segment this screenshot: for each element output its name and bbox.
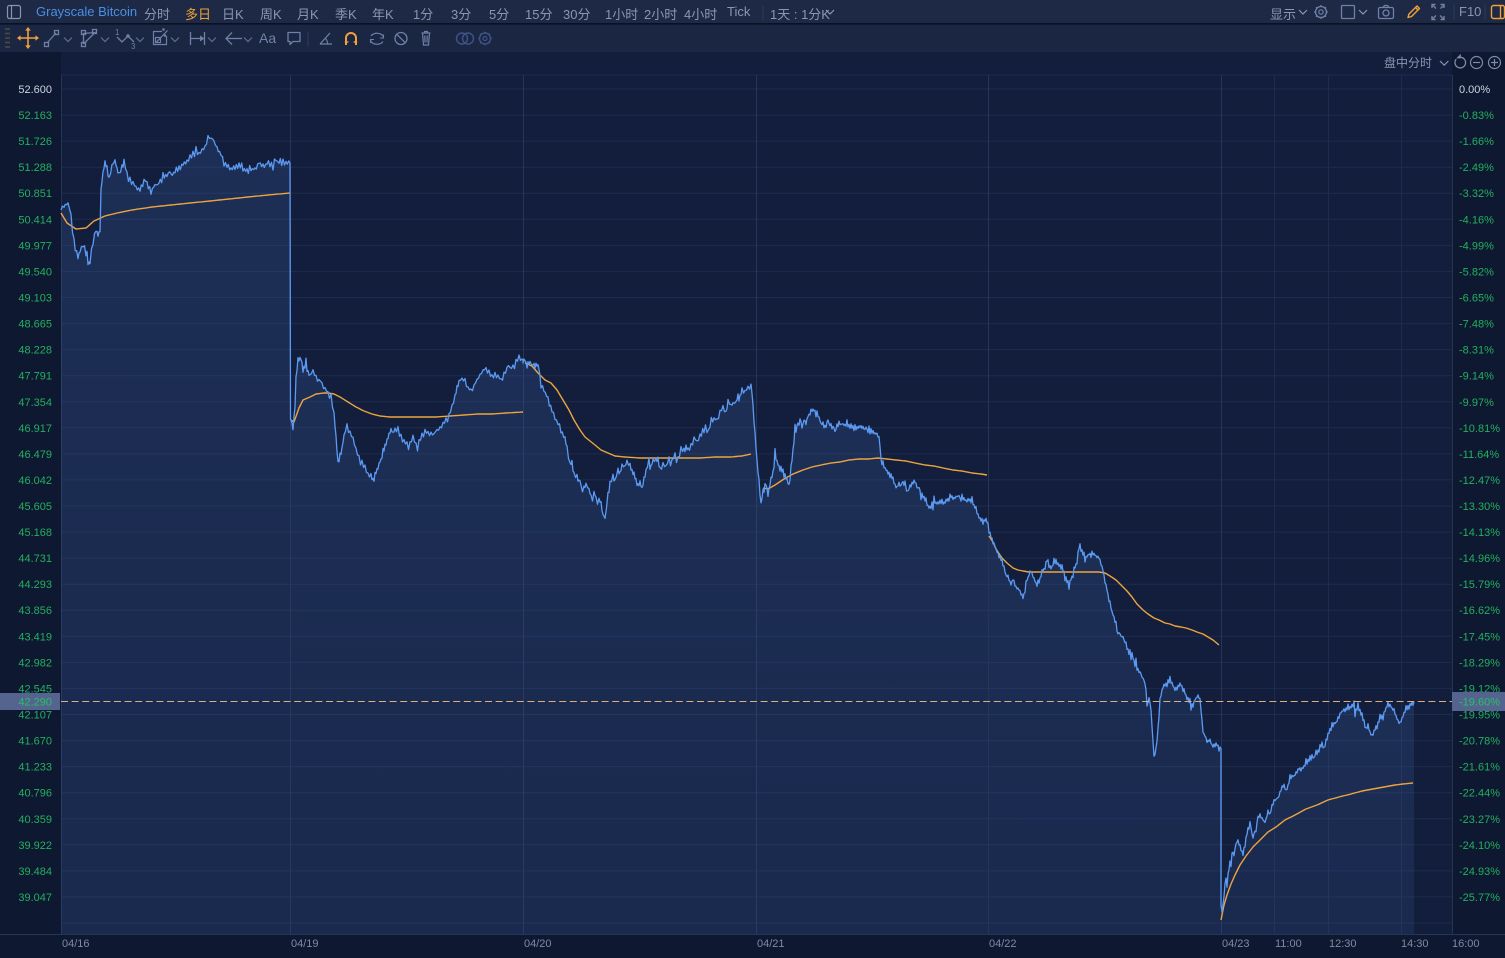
svg-text:49.103: 49.103 (18, 293, 52, 305)
svg-text:-4.16%: -4.16% (1459, 214, 1494, 226)
svg-text:-21.61%: -21.61% (1459, 762, 1500, 774)
svg-text:盘中分时: 盘中分时 (1384, 55, 1432, 70)
svg-text:52.600: 52.600 (18, 84, 52, 96)
svg-text:44.731: 44.731 (18, 553, 52, 565)
svg-text:-8.31%: -8.31% (1459, 345, 1494, 357)
svg-text:45.168: 45.168 (18, 527, 52, 539)
svg-text:49.977: 49.977 (18, 240, 52, 252)
svg-text:43.419: 43.419 (18, 631, 52, 643)
svg-text:-4.99%: -4.99% (1459, 240, 1494, 252)
svg-text:50.851: 50.851 (18, 188, 52, 200)
svg-text:04/20: 04/20 (524, 938, 552, 950)
svg-text:-0.83%: -0.83% (1459, 110, 1494, 122)
svg-text:43.856: 43.856 (18, 605, 52, 617)
svg-text:3: 3 (131, 42, 136, 51)
svg-text:-15.79%: -15.79% (1459, 579, 1500, 591)
svg-text:50.414: 50.414 (18, 214, 52, 226)
svg-text:39.922: 39.922 (18, 840, 52, 852)
svg-text:46.479: 46.479 (18, 449, 52, 461)
svg-text:04/21: 04/21 (757, 938, 785, 950)
svg-text:-14.13%: -14.13% (1459, 527, 1500, 539)
svg-text:-2.49%: -2.49% (1459, 162, 1494, 174)
svg-text:41.233: 41.233 (18, 762, 52, 774)
svg-text:51.288: 51.288 (18, 162, 52, 174)
svg-text:14:30: 14:30 (1401, 938, 1429, 950)
svg-text:42.107: 42.107 (18, 710, 52, 722)
svg-text:-9.14%: -9.14% (1459, 371, 1494, 383)
svg-text:46.917: 46.917 (18, 423, 52, 435)
svg-text:16:00: 16:00 (1452, 938, 1480, 950)
svg-text:-13.30%: -13.30% (1459, 501, 1500, 513)
svg-text:04/22: 04/22 (989, 938, 1017, 950)
svg-text:-7.48%: -7.48% (1459, 319, 1494, 331)
svg-text:-23.27%: -23.27% (1459, 814, 1500, 826)
svg-text:48.228: 48.228 (18, 345, 52, 357)
svg-text:-12.47%: -12.47% (1459, 475, 1500, 487)
svg-text:48.665: 48.665 (18, 319, 52, 331)
svg-text:-18.29%: -18.29% (1459, 657, 1500, 669)
svg-text:39.484: 39.484 (18, 866, 52, 878)
svg-text:04/19: 04/19 (291, 938, 319, 950)
svg-text:47.791: 47.791 (18, 371, 52, 383)
svg-text:-20.78%: -20.78% (1459, 736, 1500, 748)
svg-text:-11.64%: -11.64% (1459, 449, 1499, 461)
svg-text:42.545: 42.545 (18, 683, 52, 695)
svg-text:-14.96%: -14.96% (1459, 553, 1500, 565)
svg-text:-6.65%: -6.65% (1459, 293, 1494, 305)
svg-text:-10.81%: -10.81% (1459, 423, 1500, 435)
svg-text:40.359: 40.359 (18, 814, 52, 826)
svg-text:0.00%: 0.00% (1459, 84, 1490, 96)
svg-text:41.670: 41.670 (18, 736, 52, 748)
svg-text:52.163: 52.163 (18, 110, 52, 122)
svg-text:-25.77%: -25.77% (1459, 892, 1500, 904)
svg-text:40.796: 40.796 (18, 788, 52, 800)
svg-text:49.540: 49.540 (18, 266, 52, 278)
svg-text:1: 1 (115, 28, 120, 37)
svg-text:-19.60%: -19.60% (1459, 697, 1500, 709)
svg-text:-3.32%: -3.32% (1459, 188, 1494, 200)
svg-text:44.293: 44.293 (18, 579, 52, 591)
svg-text:12:30: 12:30 (1329, 938, 1357, 950)
svg-text:04/23: 04/23 (1222, 938, 1250, 950)
svg-text:-17.45%: -17.45% (1459, 631, 1500, 643)
svg-text:42.982: 42.982 (18, 657, 52, 669)
svg-text:-19.95%: -19.95% (1459, 710, 1500, 722)
svg-text:47.354: 47.354 (18, 397, 52, 409)
svg-text:-24.10%: -24.10% (1459, 840, 1500, 852)
svg-text:-24.93%: -24.93% (1459, 866, 1500, 878)
svg-text:-5.82%: -5.82% (1459, 266, 1494, 278)
svg-text:45.605: 45.605 (18, 501, 52, 513)
svg-text:51.726: 51.726 (18, 136, 52, 148)
svg-text:04/16: 04/16 (62, 938, 90, 950)
svg-text:-1.66%: -1.66% (1459, 136, 1494, 148)
svg-text:11:00: 11:00 (1275, 938, 1302, 950)
svg-text:46.042: 46.042 (18, 475, 52, 487)
svg-text:-22.44%: -22.44% (1459, 788, 1500, 800)
svg-text:-16.62%: -16.62% (1459, 605, 1500, 617)
svg-text:42.290: 42.290 (18, 697, 52, 709)
svg-text:39.047: 39.047 (18, 892, 52, 904)
svg-text:-9.97%: -9.97% (1459, 397, 1494, 409)
